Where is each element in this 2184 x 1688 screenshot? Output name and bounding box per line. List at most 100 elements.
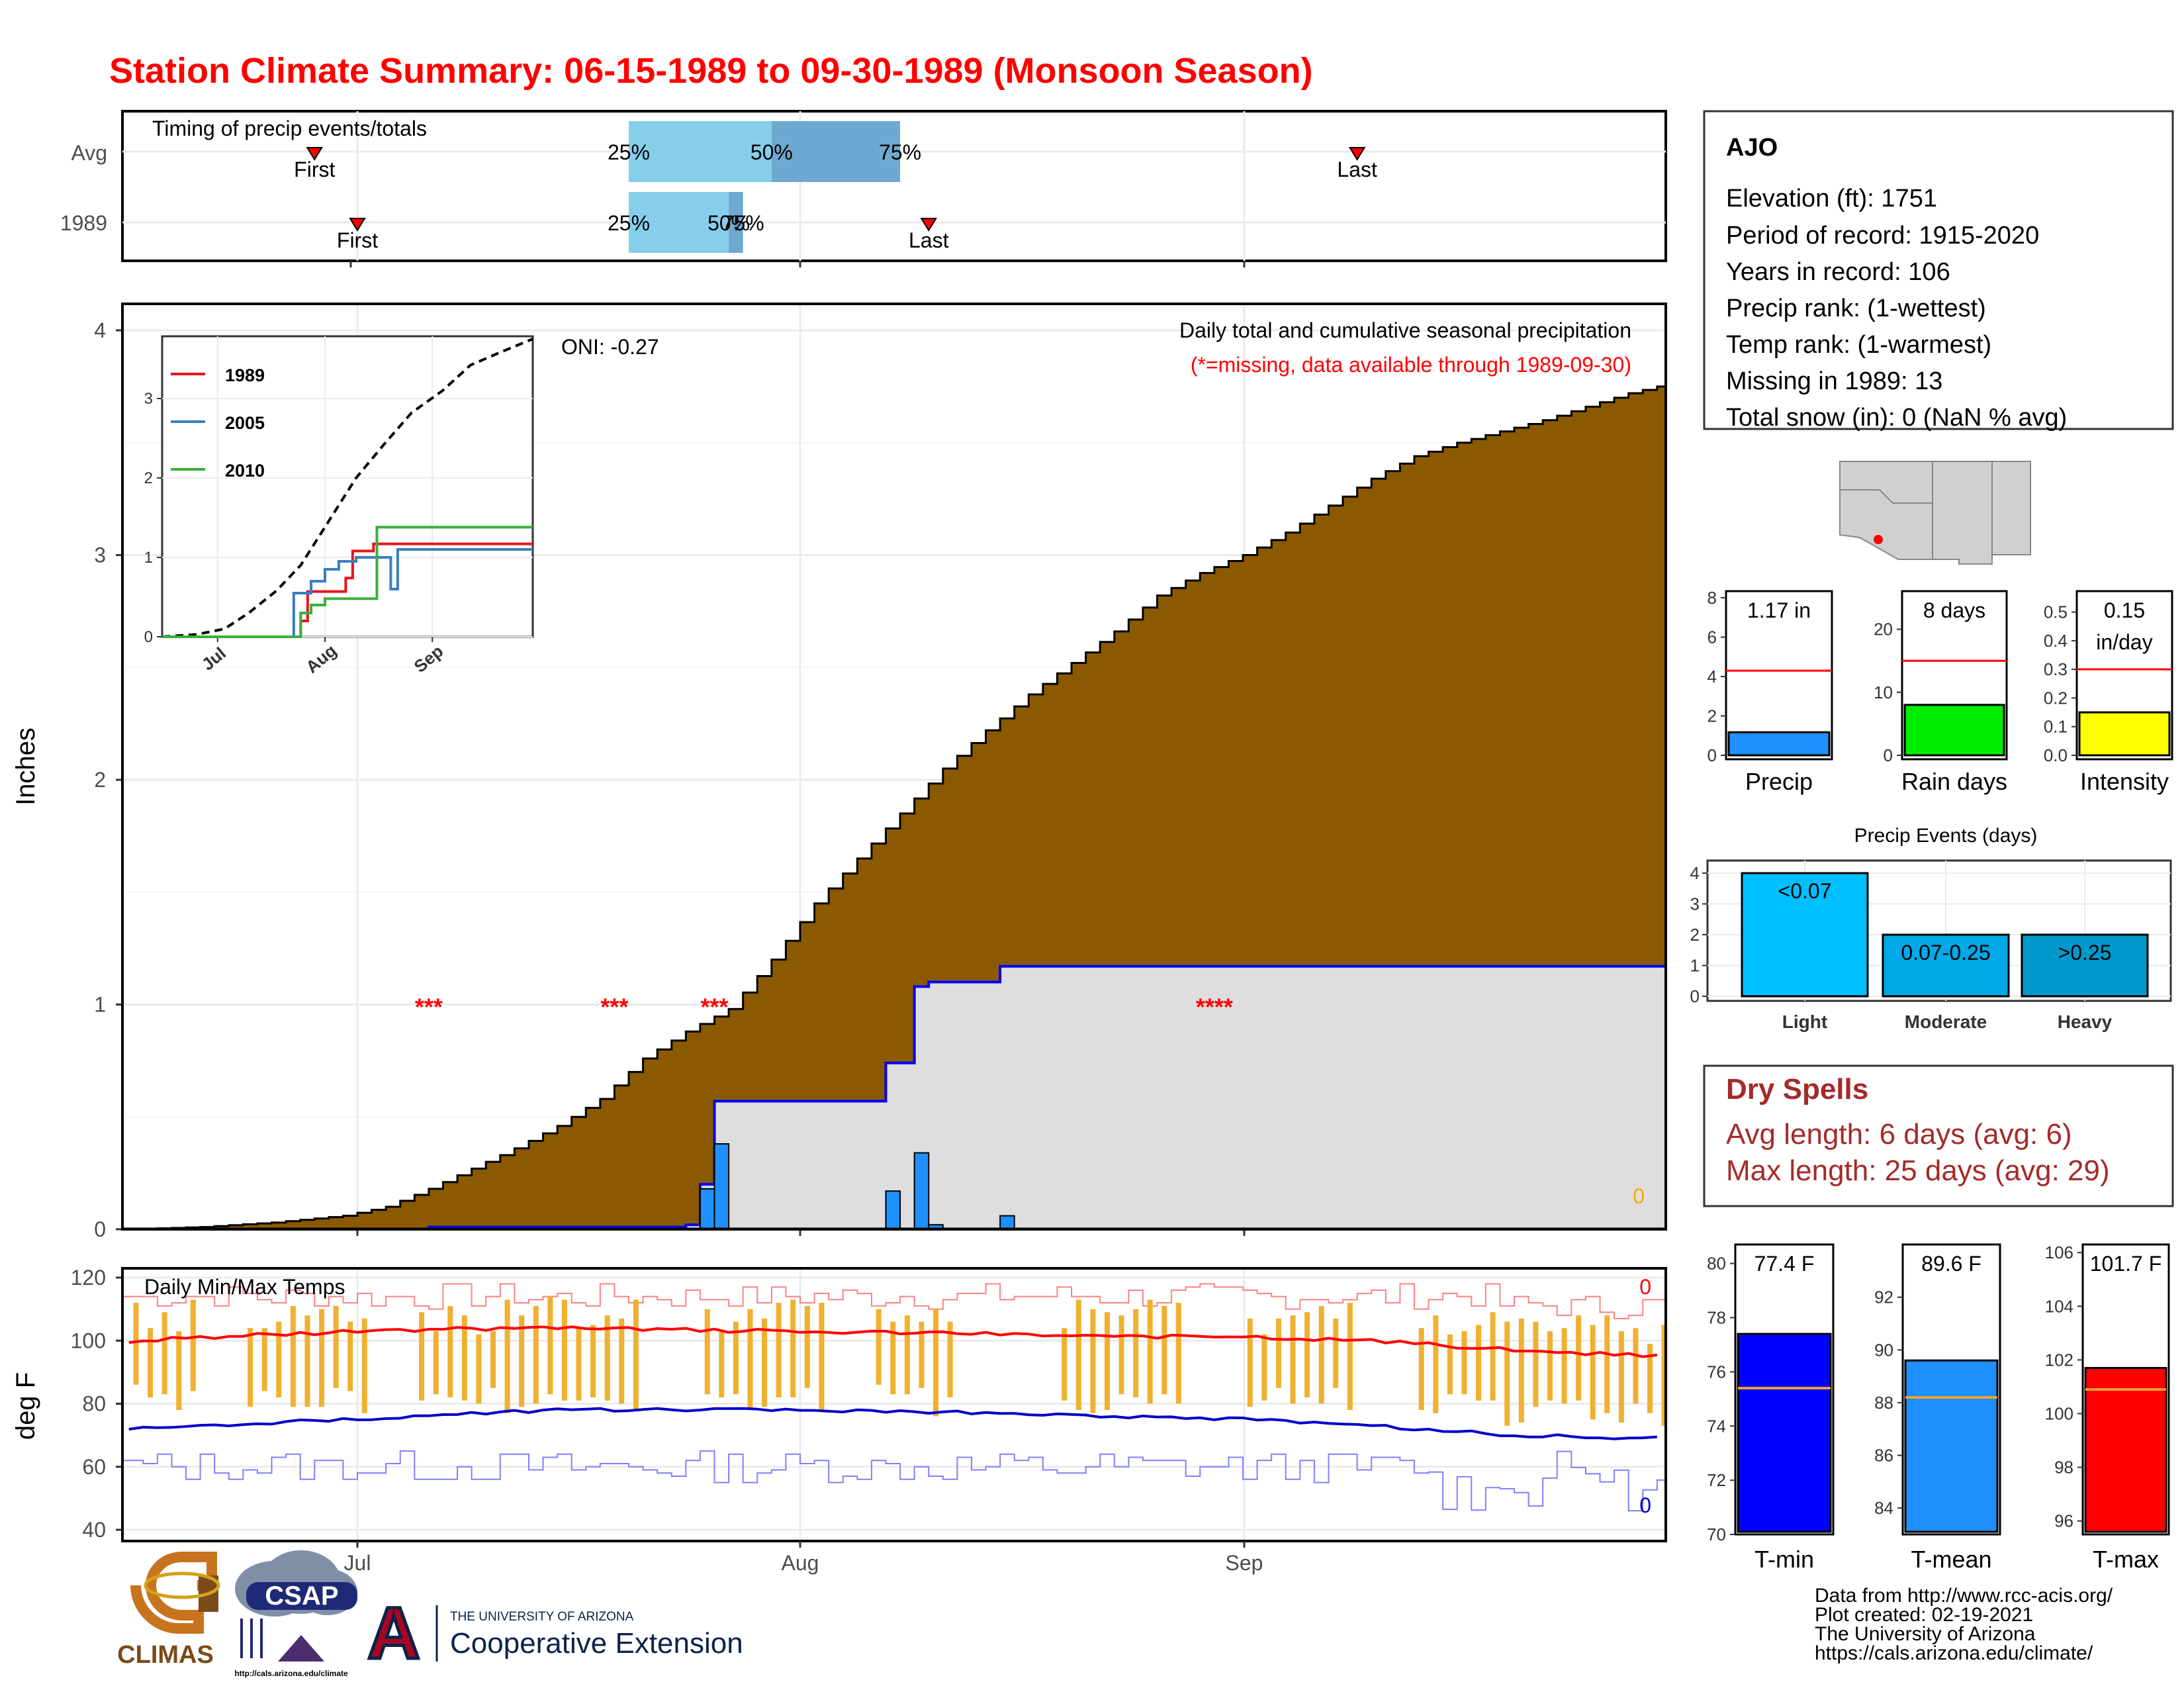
events-bar-Moderate	[1882, 933, 2010, 998]
temp-bar-y-tick-label: 92	[1874, 1288, 1893, 1307]
temp-bar-y-tick-label: 78	[1707, 1308, 1726, 1328]
timing-panel-title: Timing of precip events/totals	[152, 117, 427, 140]
temp-panel-title: Daily Min/Max Temps	[144, 1275, 345, 1299]
temp-y-tick-label: 40	[82, 1518, 106, 1542]
record-low-line	[122, 1450, 1666, 1512]
season-y-tick-label: 4	[1707, 667, 1717, 686]
season-bar-Intensity	[2078, 711, 2171, 757]
station-years: Years in record: 106	[1726, 258, 1950, 286]
station-missing: Missing in 1989: 13	[1726, 367, 1942, 395]
season-value-label: in/day	[2096, 630, 2152, 654]
events-bar-Light	[1741, 872, 1869, 998]
temp-bar-y-tick-label: 88	[1874, 1393, 1893, 1413]
temp-bar-value-label: 89.6 F	[1921, 1252, 1981, 1276]
locator-map	[1839, 461, 2031, 565]
season-y-tick-label: 2	[1707, 706, 1717, 726]
quartile-bar-lower	[629, 192, 729, 253]
temp-bar-y-tick-label: 70	[1707, 1524, 1726, 1544]
temp-y-tick-label: 80	[82, 1392, 106, 1416]
temp-bar-y-tick-label: 76	[1707, 1362, 1726, 1382]
ua-cooperative-extension: Cooperative Extension	[450, 1627, 743, 1660]
timing-label-first: First	[294, 158, 335, 181]
temp-x-tick-label: Jul	[344, 1551, 371, 1575]
temp-max-count-label: 0	[1639, 1275, 1651, 1299]
events-category-label: Moderate	[1905, 1011, 1987, 1032]
ua-block-letter: A	[367, 1593, 420, 1674]
dry-spells-avg: Avg length: 6 days (avg: 6)	[1726, 1118, 2072, 1150]
quartile-bar-lower	[629, 121, 772, 182]
inset-series-2010	[162, 526, 533, 638]
station-precip-rank: Precip rank: (1-wettest)	[1726, 295, 1986, 322]
timing-label-last: Last	[909, 228, 949, 252]
temp-bar-T-min	[1737, 1333, 1832, 1533]
inset-legend-label-2010: 2010	[225, 461, 265, 481]
precip-events-bars: 0 1 2 3 4 <0.07 Light 0.07-0.25 Moderate >0.25 Hea…	[1690, 861, 2171, 1032]
timing-label-first: First	[337, 228, 378, 252]
season-y-tick-label: 0.3	[2044, 659, 2068, 679]
season-y-tick-label: 0	[1884, 745, 1893, 765]
temp-bar-category-label: T-mean	[1911, 1546, 1991, 1573]
timing-label-last: Last	[1337, 158, 1377, 181]
precip-annotation-title: Daily total and cumulative seasonal prec…	[1179, 318, 1631, 342]
temp-bar-T-max	[2084, 1367, 2167, 1533]
season-y-tick-label: 0	[1707, 745, 1717, 765]
record-high-line	[122, 1283, 1666, 1319]
precip-plot: *** *** *** ****	[122, 385, 1667, 1231]
station-elevation: Elevation (ft): 1751	[1726, 185, 1937, 212]
inset-avg-line	[161, 338, 533, 638]
snow-count-label: 0	[1633, 1184, 1645, 1208]
temp-y-tick-label: 120	[71, 1266, 106, 1289]
temp-plot	[122, 1283, 1667, 1512]
missing-marker: ***	[600, 994, 628, 1021]
season-value-label: 8 days	[1923, 598, 1985, 622]
inset-legend-label-1989: 1989	[225, 365, 265, 385]
temp-bar-y-tick-label: 100	[2045, 1404, 2073, 1424]
missing-marker: ****	[1196, 994, 1233, 1021]
temperature-bar-charts: 70 72 74 76 78 80 77.4 F T-min 84 86 88 90 92 89.6 F T…	[1707, 1243, 2170, 1573]
page-title: Station Climate Summary: 06-15-1989 to 0…	[109, 51, 1313, 91]
precip-y-tick-label: 2	[94, 768, 106, 792]
precip-y-tick-label: 4	[94, 318, 106, 342]
daily-precip-bar	[999, 1215, 1015, 1231]
timing-row-label-1989: 1989	[60, 211, 107, 235]
season-category-label: Rain days	[1901, 768, 2007, 795]
temp-grid: 40 60 80 100 120	[71, 1266, 1666, 1542]
events-y-tick-label: 3	[1690, 894, 1700, 914]
precip-y-axis-title: Inches	[11, 727, 40, 806]
dry-spells-box: Dry Spells Avg length: 6 days (avg: 6) M…	[1703, 1064, 2174, 1207]
quartile-label-25: 25%	[608, 211, 650, 235]
footer-university: The University of Arizona	[1815, 1623, 2036, 1645]
season-y-tick-label: 0.1	[2044, 717, 2068, 737]
temp-bar-y-tick-label: 72	[1707, 1470, 1726, 1490]
season-y-tick-label: 0.2	[2044, 688, 2068, 708]
inset-y-tick-label: 3	[144, 390, 153, 408]
timing-marker-last	[920, 218, 938, 232]
precip-x-tick-label-hidden: Jul	[357, 1257, 358, 1258]
climas-logo: CLIMAS	[117, 1552, 220, 1669]
season-category-label: Intensity	[2080, 768, 2169, 795]
season-bar-charts: 0 2 4 6 8 1.17 in Precip 0 10 20 8 days Rain days 0.…	[1707, 588, 2173, 795]
temp-bar-value-label: 77.4 F	[1754, 1252, 1815, 1276]
events-y-tick-label: 4	[1690, 863, 1700, 883]
timing-marker-first	[306, 147, 324, 161]
avg-min-temp-line	[128, 1407, 1657, 1440]
ua-name: THE UNIVERSITY OF ARIZONA	[450, 1610, 634, 1624]
season-y-tick-label: 20	[1874, 620, 1893, 639]
temp-bar-value-label: 101.7 F	[2090, 1252, 2162, 1276]
precip-x-tick-label-hidden: Aug	[800, 1257, 801, 1258]
season-category-label: Precip	[1745, 768, 1813, 795]
quartile-label-50: 50%	[751, 140, 793, 164]
timing-row-label-avg: Avg	[71, 141, 107, 165]
precip-y-tick-label: 1	[94, 993, 106, 1017]
station-name: AJO	[1726, 134, 1778, 162]
timing-marker-last	[1348, 147, 1366, 161]
precip-y-tick-label: 3	[94, 543, 106, 567]
events-y-tick-label: 2	[1690, 925, 1700, 945]
obs-cumulative-area	[122, 966, 1666, 1229]
temp-bar-y-tick-label: 90	[1874, 1340, 1893, 1360]
dry-spells-title: Dry Spells	[1726, 1073, 1868, 1105]
temp-bar-category-label: T-max	[2093, 1546, 2159, 1573]
university-of-arizona-logo: A THE UNIVERSITY OF ARIZONA Cooperative …	[366, 1591, 743, 1676]
